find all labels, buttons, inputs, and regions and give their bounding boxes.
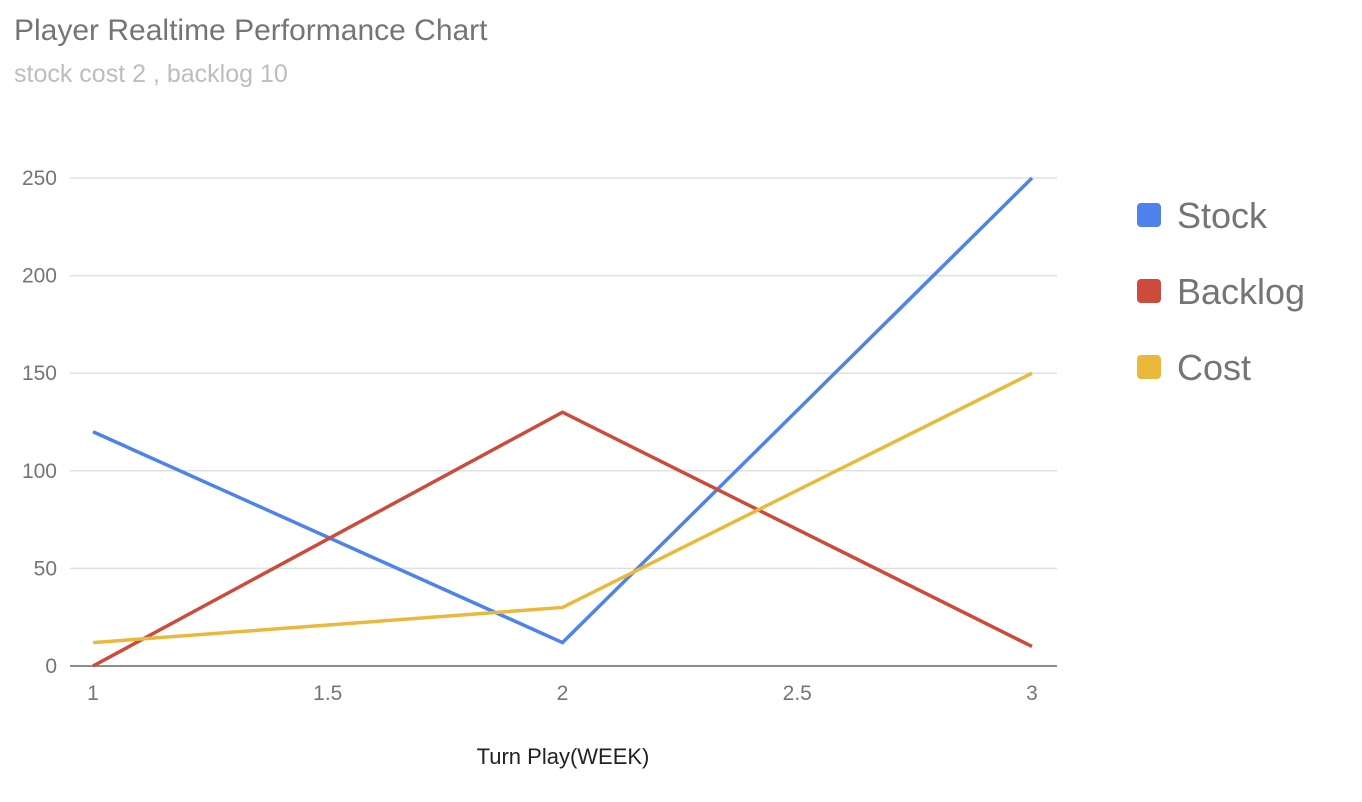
chart-title: Player Realtime Performance Chart: [14, 14, 488, 47]
legend-swatch: [1137, 279, 1161, 303]
legend-label: Backlog: [1177, 271, 1306, 312]
x-axis-ticks: 1 1.5 2 2.5 3: [87, 682, 1038, 705]
x-tick-label: 2: [557, 682, 569, 705]
y-tick-label: 50: [34, 557, 57, 580]
series-lines: [92, 176, 1034, 668]
x-tick-label: 1: [87, 682, 99, 705]
y-tick-label: 200: [22, 265, 57, 288]
x-tick-label: 2.5: [783, 682, 812, 705]
series-line-stock: [92, 176, 1034, 645]
series-line-cost: [92, 371, 1033, 645]
y-tick-label: 150: [22, 362, 57, 385]
legend-label: Stock: [1177, 195, 1268, 236]
y-tick-label: 250: [22, 167, 57, 190]
series-line-backlog: [92, 410, 1033, 668]
x-tick-label: 1.5: [313, 682, 342, 705]
legend-swatch: [1137, 355, 1161, 379]
y-axis-ticks: 0 50 100 150 200 250: [22, 167, 57, 678]
legend-item-stock[interactable]: Stock: [1137, 178, 1305, 254]
gridlines: [70, 177, 1057, 570]
legend: Stock Backlog Cost: [1137, 178, 1305, 406]
legend-item-backlog[interactable]: Backlog: [1137, 254, 1305, 330]
chart-subtitle: stock cost 2 , backlog 10: [14, 60, 288, 88]
legend-label: Cost: [1177, 347, 1252, 388]
legend-item-cost[interactable]: Cost: [1137, 330, 1305, 406]
x-tick-label: 3: [1026, 682, 1038, 705]
y-tick-label: 100: [22, 460, 57, 483]
x-axis-title: Turn Play(WEEK): [477, 744, 650, 769]
y-tick-label: 0: [45, 655, 57, 678]
legend-swatch: [1137, 203, 1161, 227]
